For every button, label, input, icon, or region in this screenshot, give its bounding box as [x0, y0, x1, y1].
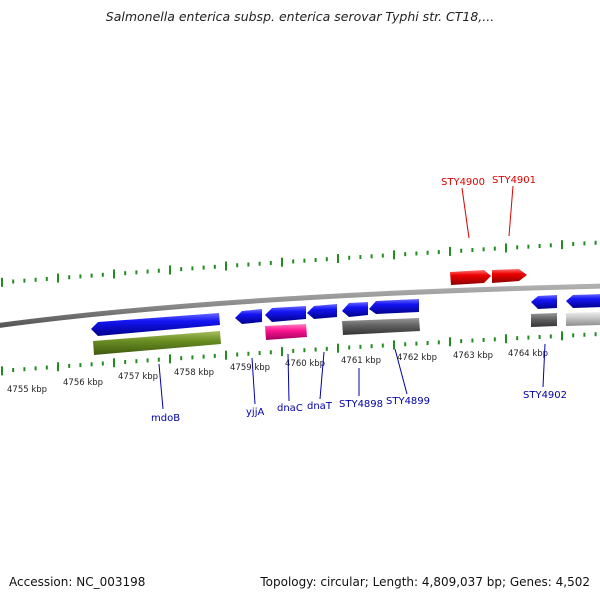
gene-label-yjja[interactable]: yjjA [246, 407, 264, 418]
reverse-genes [91, 294, 600, 336]
scale-labels: 4755 kbp 4756 kbp 4757 kbp 4758 kbp 4759… [7, 349, 548, 395]
scale-label: 4756 kbp [63, 378, 103, 388]
gene-label-sty4900[interactable]: STY4900 [441, 177, 485, 188]
scale-label: 4755 kbp [7, 385, 47, 395]
gene-sty4898[interactable] [342, 302, 368, 317]
upper-tick-ring [1, 240, 597, 287]
leader-line [251, 357, 256, 405]
gene-mdob[interactable] [91, 313, 220, 336]
leader-line [158, 363, 164, 410]
genome-backbone [0, 283, 600, 328]
gene-label-sty4899[interactable]: STY4899 [386, 396, 430, 407]
gene-dnat[interactable] [307, 304, 337, 319]
gene-label-sty4902[interactable]: STY4902 [523, 390, 567, 401]
scale-label: 4761 kbp [341, 356, 381, 366]
leader-line [461, 187, 470, 239]
scale-label: 4763 kbp [453, 351, 493, 361]
topology-text: Topology: circular; Length: 4,809,037 bp… [260, 575, 590, 589]
gene-label-sty4901[interactable]: STY4901 [492, 175, 536, 186]
top-gene-labels: STY4900 STY4901 [441, 175, 536, 239]
feature-sty4898[interactable] [342, 318, 420, 335]
gene-label-sty4898[interactable]: STY4898 [339, 399, 383, 410]
forward-genes [450, 269, 527, 285]
leader-line [287, 353, 290, 402]
scale-label: 4758 kbp [174, 368, 214, 378]
gene-sty4902[interactable] [531, 295, 557, 309]
feature-sty4902[interactable] [531, 313, 557, 327]
lower-tick-ring [1, 331, 597, 376]
gene-yjja[interactable] [235, 309, 262, 324]
leader-line [542, 343, 546, 388]
feature-right-edge[interactable] [566, 312, 600, 326]
gene-dnac[interactable] [265, 306, 306, 322]
map-title: Salmonella enterica subsp. enterica sero… [105, 9, 495, 24]
scale-label: 4759 kbp [230, 363, 270, 373]
leader-line [508, 185, 514, 237]
feature-track [93, 312, 600, 355]
feature-mdob[interactable] [93, 331, 221, 355]
scale-label: 4757 kbp [118, 372, 158, 382]
scale-label: 4762 kbp [397, 353, 437, 363]
accession-text: Accession: NC_003198 [9, 575, 146, 589]
bottom-gene-labels: mdoB yjjA dnaC dnaT STY4898 STY4899 STY4… [151, 343, 567, 424]
gene-label-dnat[interactable]: dnaT [307, 401, 333, 412]
gene-sty4901[interactable] [492, 269, 527, 283]
gene-sty4900[interactable] [450, 270, 491, 285]
gene-sty4899[interactable] [369, 299, 419, 314]
gene-label-mdob[interactable]: mdoB [151, 413, 180, 424]
gene-label-dnac[interactable]: dnaC [277, 403, 303, 414]
leader-line [319, 351, 325, 400]
gene-right-edge[interactable] [566, 294, 600, 308]
feature-dnac[interactable] [265, 324, 307, 340]
leader-line [394, 348, 408, 395]
scale-label: 4760 kbp [285, 359, 325, 369]
scale-label: 4764 kbp [508, 349, 548, 359]
